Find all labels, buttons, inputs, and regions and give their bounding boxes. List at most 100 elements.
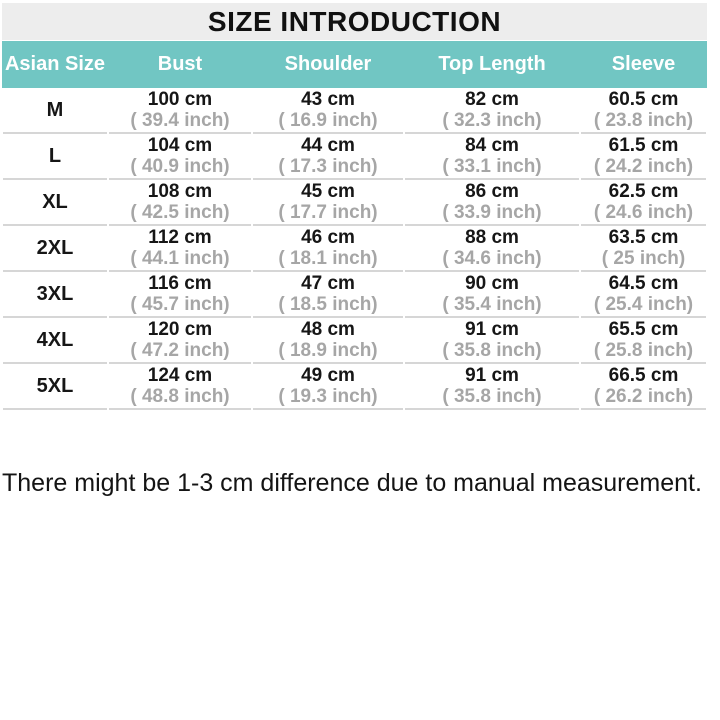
cm-value: 44 cm — [301, 135, 355, 156]
sleeve-cell: 63.5 cm ( 25 inch) — [581, 226, 706, 272]
cm-value: 108 cm — [147, 181, 213, 202]
cm-value: 45 cm — [301, 181, 355, 202]
inch-value: ( 19.3 inch) — [278, 386, 378, 407]
size-cell: M — [3, 88, 107, 134]
inch-value: ( 25.8 inch) — [593, 340, 694, 361]
inch-value: ( 24.2 inch) — [593, 156, 694, 177]
size-label: 2XL — [36, 237, 74, 259]
cm-value: 124 cm — [147, 365, 213, 386]
inch-value: ( 44.1 inch) — [130, 248, 230, 269]
size-label: 3XL — [36, 283, 74, 305]
cm-value: 46 cm — [301, 227, 355, 248]
cm-value: 86 cm — [465, 181, 519, 202]
bust-cell: 124 cm ( 48.8 inch) — [109, 364, 251, 410]
sleeve-cell: 65.5 cm ( 25.8 inch) — [581, 318, 706, 364]
inch-value: ( 17.7 inch) — [278, 202, 378, 223]
inch-value: ( 33.9 inch) — [442, 202, 542, 223]
cm-value: 62.5 cm — [608, 181, 679, 202]
inch-value: ( 35.8 inch) — [442, 340, 542, 361]
shoulder-cell: 48 cm ( 18.9 inch) — [253, 318, 403, 364]
bust-cell: 104 cm ( 40.9 inch) — [109, 134, 251, 180]
bust-cell: 108 cm ( 42.5 inch) — [109, 180, 251, 226]
inch-value: ( 17.3 inch) — [278, 156, 378, 177]
cm-value: 100 cm — [147, 89, 213, 110]
size-label: 4XL — [36, 329, 74, 351]
inch-value: ( 25 inch) — [601, 248, 686, 269]
top-length-cell: 91 cm ( 35.8 inch) — [405, 318, 579, 364]
table-header-row: Asian Size Bust Shoulder Top Length Slee… — [2, 41, 707, 88]
cm-value: 91 cm — [465, 319, 519, 340]
sleeve-cell: 60.5 cm ( 23.8 inch) — [581, 88, 706, 134]
inch-value: ( 35.4 inch) — [442, 294, 542, 315]
shoulder-cell: 44 cm ( 17.3 inch) — [253, 134, 403, 180]
bust-cell: 100 cm ( 39.4 inch) — [109, 88, 251, 134]
top-length-cell: 90 cm ( 35.4 inch) — [405, 272, 579, 318]
size-cell: 5XL — [3, 364, 107, 410]
size-label: XL — [42, 191, 68, 213]
inch-value: ( 39.4 inch) — [130, 110, 230, 131]
inch-value: ( 18.1 inch) — [278, 248, 378, 269]
inch-value: ( 42.5 inch) — [130, 202, 230, 223]
inch-value: ( 33.1 inch) — [442, 156, 542, 177]
shoulder-cell: 46 cm ( 18.1 inch) — [253, 226, 403, 272]
cm-value: 88 cm — [465, 227, 519, 248]
size-label: L — [48, 145, 62, 167]
size-label: M — [46, 99, 64, 121]
cm-value: 120 cm — [147, 319, 213, 340]
shoulder-cell: 45 cm ( 17.7 inch) — [253, 180, 403, 226]
size-chart-sheet: SIZE INTRODUCTION Asian Size Bust Should… — [2, 3, 707, 410]
cm-value: 63.5 cm — [608, 227, 679, 248]
cm-value: 47 cm — [301, 273, 355, 294]
table-row: 4XL 120 cm ( 47.2 inch) 48 cm ( 18.9 inc… — [2, 318, 707, 364]
table-row: 3XL 116 cm ( 45.7 inch) 47 cm ( 18.5 inc… — [2, 272, 707, 318]
column-header-shoulder: Shoulder — [284, 53, 372, 75]
size-cell: XL — [3, 180, 107, 226]
inch-value: ( 48.8 inch) — [130, 386, 230, 407]
cm-value: 60.5 cm — [608, 89, 679, 110]
page-title: SIZE INTRODUCTION — [2, 3, 707, 40]
cm-value: 61.5 cm — [608, 135, 679, 156]
cm-value: 65.5 cm — [608, 319, 679, 340]
bust-cell: 120 cm ( 47.2 inch) — [109, 318, 251, 364]
table-row: 2XL 112 cm ( 44.1 inch) 46 cm ( 18.1 inc… — [2, 226, 707, 272]
bust-cell: 116 cm ( 45.7 inch) — [109, 272, 251, 318]
column-header-top-length: Top Length — [438, 53, 546, 75]
inch-value: ( 18.9 inch) — [278, 340, 378, 361]
size-cell: 2XL — [3, 226, 107, 272]
size-cell: 3XL — [3, 272, 107, 318]
cm-value: 91 cm — [465, 365, 519, 386]
top-length-cell: 86 cm ( 33.9 inch) — [405, 180, 579, 226]
sleeve-cell: 66.5 cm ( 26.2 inch) — [581, 364, 706, 410]
inch-value: ( 40.9 inch) — [130, 156, 230, 177]
top-length-cell: 84 cm ( 33.1 inch) — [405, 134, 579, 180]
table-row: M 100 cm ( 39.4 inch) 43 cm ( 16.9 inch)… — [2, 88, 707, 134]
cm-value: 112 cm — [148, 227, 212, 248]
inch-value: ( 47.2 inch) — [130, 340, 230, 361]
inch-value: ( 32.3 inch) — [442, 110, 542, 131]
cm-value: 84 cm — [465, 135, 519, 156]
table-row: 5XL 124 cm ( 48.8 inch) 49 cm ( 19.3 inc… — [2, 364, 707, 410]
cm-value: 64.5 cm — [608, 273, 679, 294]
shoulder-cell: 43 cm ( 16.9 inch) — [253, 88, 403, 134]
column-header-sleeve: Sleeve — [611, 53, 676, 75]
inch-value: ( 34.6 inch) — [442, 248, 542, 269]
cm-value: 82 cm — [465, 89, 519, 110]
inch-value: ( 24.6 inch) — [593, 202, 694, 223]
cm-value: 49 cm — [301, 365, 355, 386]
cm-value: 90 cm — [465, 273, 519, 294]
table-row: L 104 cm ( 40.9 inch) 44 cm ( 17.3 inch)… — [2, 134, 707, 180]
inch-value: ( 35.8 inch) — [442, 386, 542, 407]
inch-value: ( 45.7 inch) — [130, 294, 230, 315]
column-header-asian-size: Asian Size — [4, 53, 106, 75]
cm-value: 66.5 cm — [608, 365, 679, 386]
sleeve-cell: 62.5 cm ( 24.6 inch) — [581, 180, 706, 226]
inch-value: ( 18.5 inch) — [278, 294, 378, 315]
measurement-note: There might be 1-3 cm difference due to … — [2, 469, 702, 497]
sleeve-cell: 61.5 cm ( 24.2 inch) — [581, 134, 706, 180]
top-length-cell: 82 cm ( 32.3 inch) — [405, 88, 579, 134]
size-label: 5XL — [36, 375, 74, 397]
cm-value: 43 cm — [301, 89, 355, 110]
bust-cell: 112 cm ( 44.1 inch) — [109, 226, 251, 272]
inch-value: ( 25.4 inch) — [593, 294, 694, 315]
